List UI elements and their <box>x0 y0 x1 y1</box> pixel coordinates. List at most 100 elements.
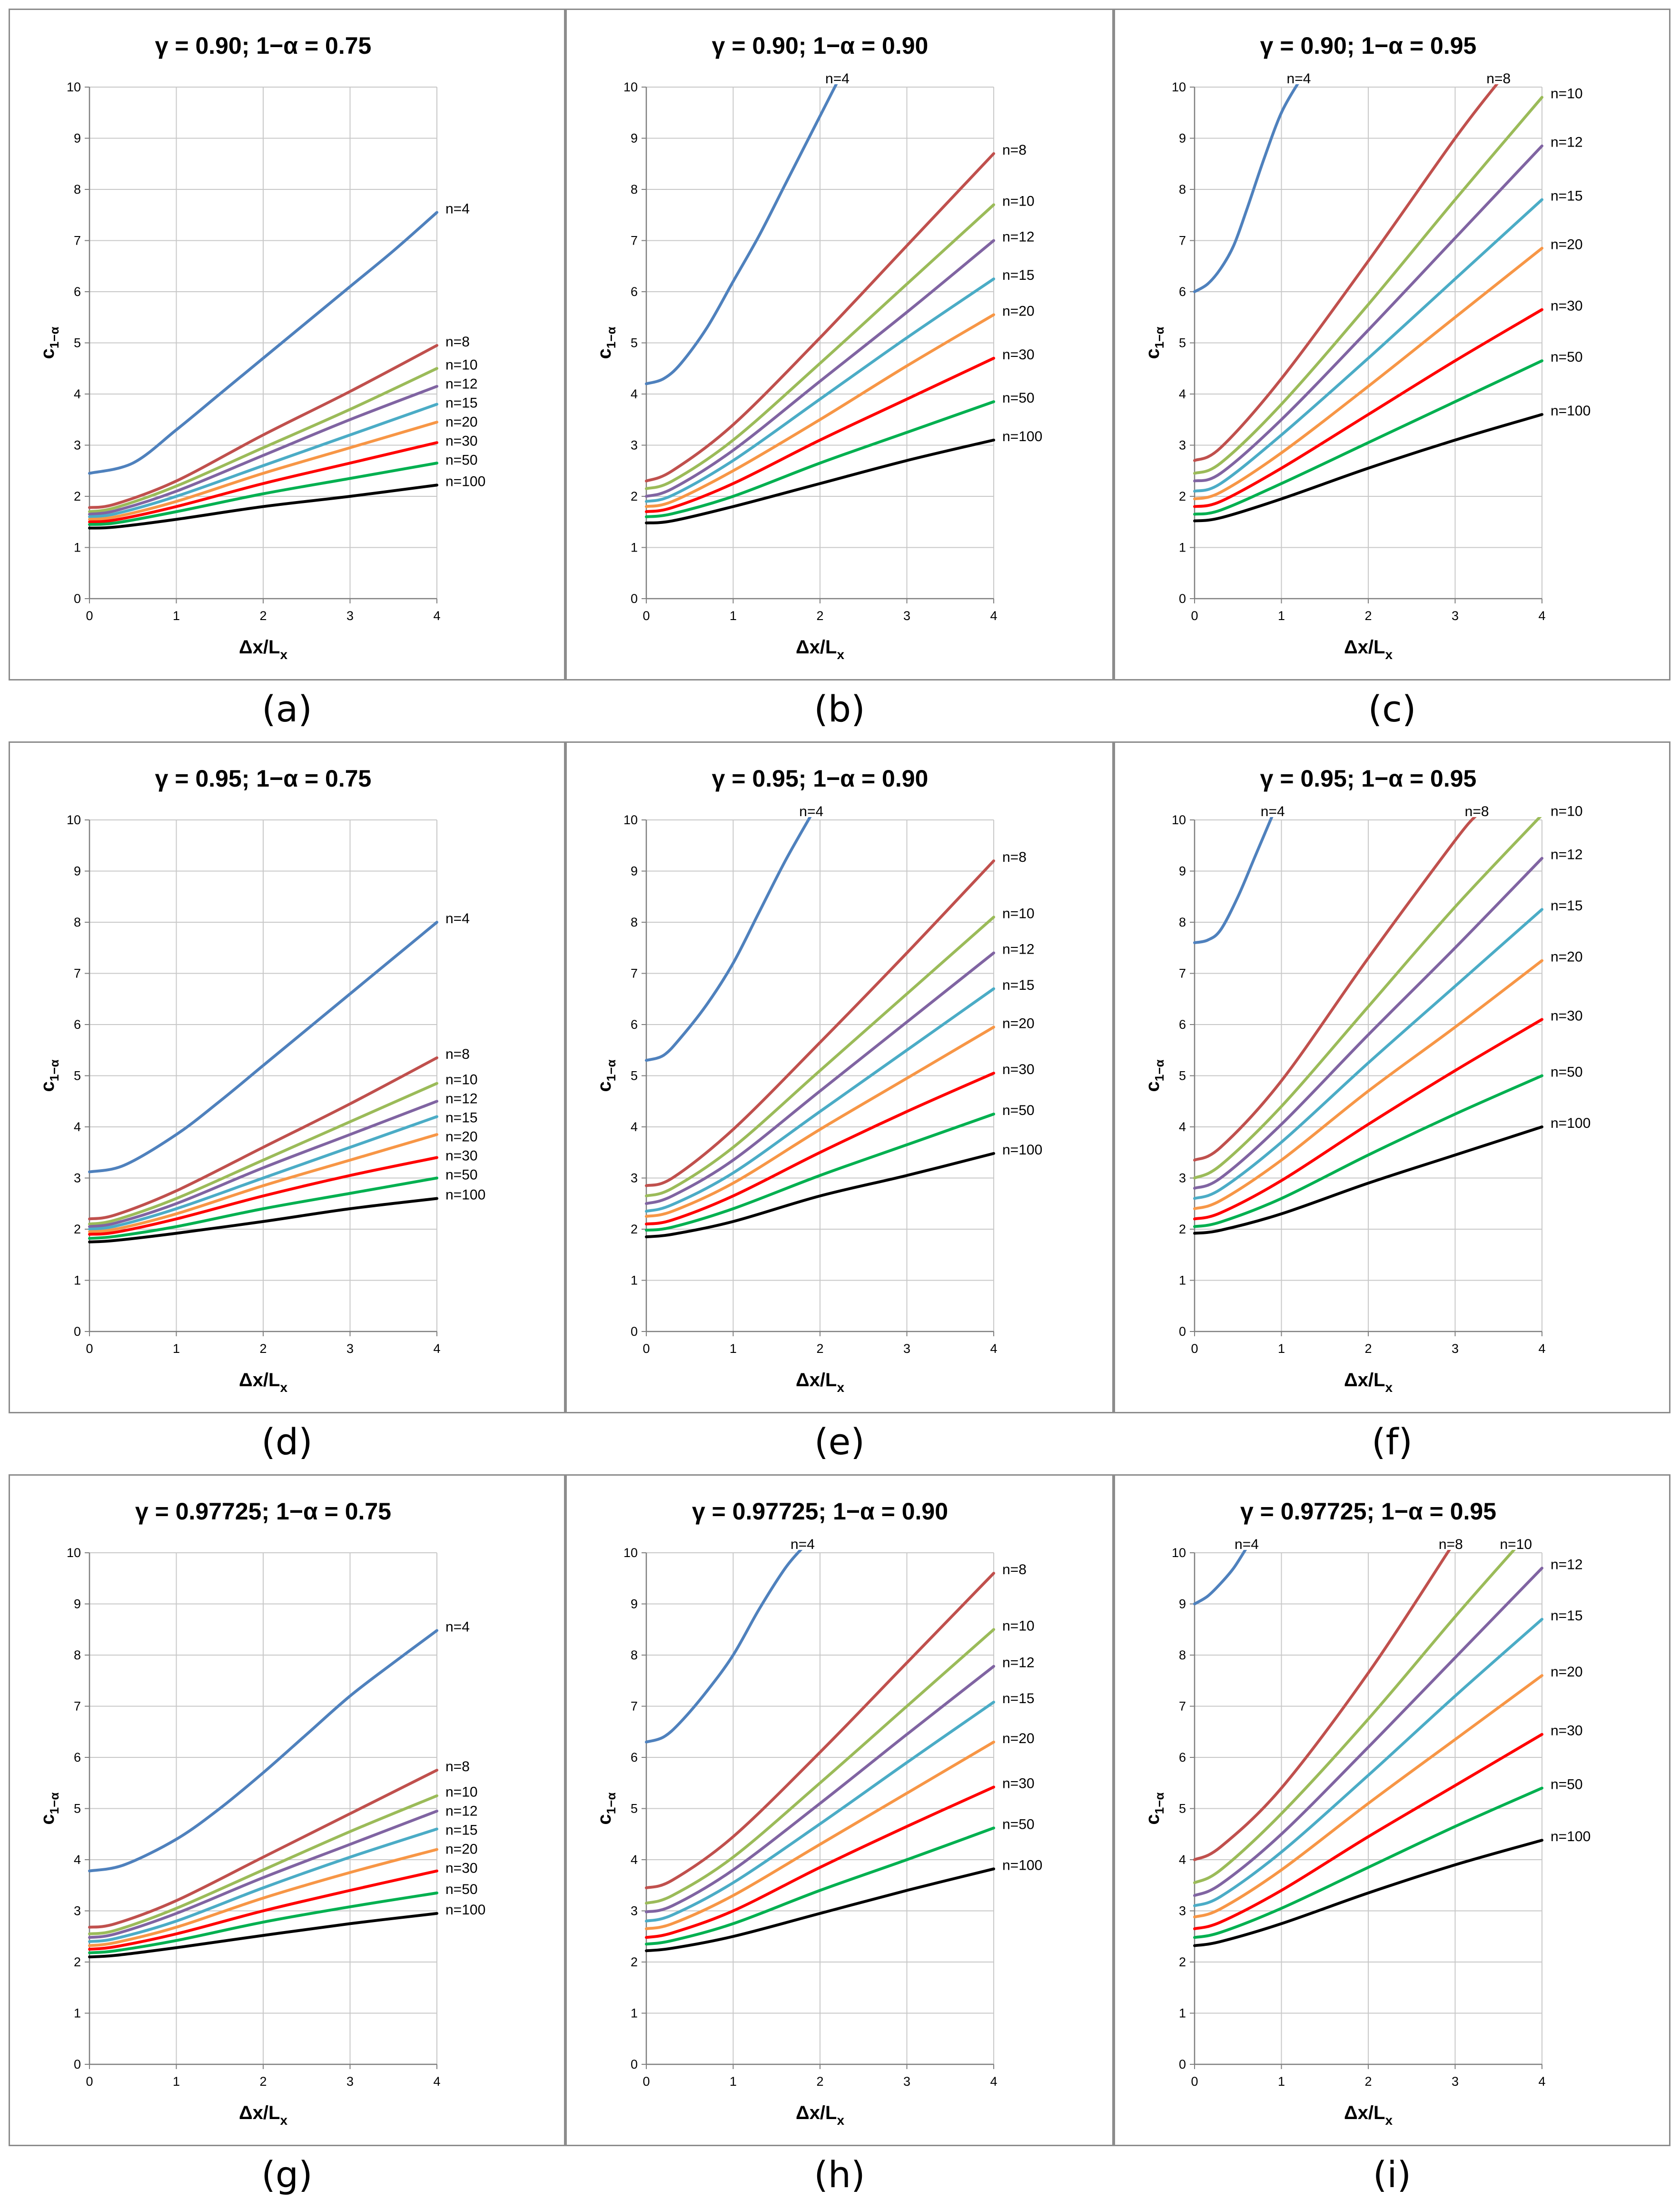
chart-title: γ = 0.97725; 1−α = 0.75 <box>135 1498 391 1525</box>
x-tick-label: 4 <box>433 1341 440 1356</box>
series-line-n-100 <box>645 438 995 524</box>
y-tick-label: 1 <box>74 541 81 555</box>
y-tick-label: 3 <box>1179 1904 1186 1918</box>
y-tick-label: 10 <box>623 80 638 94</box>
series-label: n=4 <box>445 201 470 217</box>
series-label-top: n=4 <box>791 1537 815 1552</box>
y-tick-label: 7 <box>631 1699 638 1714</box>
panel-caption: (i) <box>1373 2153 1412 2196</box>
y-tick-label: 10 <box>1172 1546 1186 1560</box>
y-tick-label: 5 <box>1179 1802 1186 1816</box>
y-tick-label: 5 <box>1179 336 1186 350</box>
series-line-n-10 <box>1193 96 1543 475</box>
y-tick-label: 7 <box>1179 966 1186 981</box>
series-line-n-100 <box>1193 413 1543 523</box>
series-label: n=100 <box>1551 1115 1591 1131</box>
series-label: n=12 <box>1551 847 1583 863</box>
series-group <box>645 1550 995 1952</box>
y-tick-label: 4 <box>631 1853 638 1867</box>
series-line-n-12 <box>645 951 995 1205</box>
series-line-n-12 <box>645 239 995 498</box>
series-group <box>88 211 438 530</box>
x-tick-label: 0 <box>86 1341 93 1356</box>
series-line-n-30 <box>645 1785 995 1939</box>
series-label: n=12 <box>1002 942 1035 957</box>
x-tick-label: 2 <box>816 1341 823 1356</box>
series-label: n=30 <box>1002 1062 1035 1077</box>
series-line-n-10 <box>88 1082 438 1226</box>
series-label: n=15 <box>445 1110 478 1126</box>
series-label: n=100 <box>1002 1142 1042 1158</box>
series-line-n-12 <box>88 1809 438 1939</box>
series-label: n=20 <box>1002 1016 1035 1031</box>
series-label: n=50 <box>1002 1816 1035 1832</box>
series-label: n=8 <box>1002 849 1027 865</box>
series-line-n-12 <box>645 1665 995 1913</box>
series-label: n=4 <box>445 1619 470 1635</box>
series-line-n-100 <box>645 1152 995 1239</box>
panel-caption: (f) <box>1371 1420 1413 1463</box>
panel-border <box>565 741 1114 1413</box>
series-line-n-30 <box>1193 1018 1543 1221</box>
x-tick-label: 4 <box>433 2074 440 2089</box>
x-tick-label: 0 <box>86 609 93 623</box>
series-line-n-4 <box>88 211 438 475</box>
y-axis-label: c1−α <box>594 1793 618 1825</box>
series-line-n-12 <box>1193 1567 1543 1897</box>
series-label: n=15 <box>1551 188 1583 204</box>
series-group <box>645 817 995 1239</box>
series-line-n-8 <box>1193 84 1499 462</box>
series-line-n-50 <box>645 1826 995 1946</box>
y-tick-label: 4 <box>1179 1853 1186 1867</box>
x-tick-label: 2 <box>259 1341 267 1356</box>
y-tick-label: 4 <box>74 387 81 401</box>
panel-border <box>1114 1474 1670 2146</box>
y-tick-label: 1 <box>631 541 638 555</box>
panel-caption: (a) <box>262 688 312 730</box>
series-label: n=30 <box>1551 1723 1583 1739</box>
series-label: n=8 <box>445 334 470 350</box>
series-group <box>1193 1550 1543 1947</box>
series-line-n-15 <box>88 403 438 518</box>
y-tick-label: 9 <box>631 131 638 146</box>
panel-caption: (g) <box>261 2153 313 2196</box>
y-tick-label: 1 <box>1179 541 1186 555</box>
series-label: n=100 <box>1002 429 1042 444</box>
series-label: n=10 <box>1002 193 1035 209</box>
y-tick-label: 7 <box>74 966 81 981</box>
panel-caption: (c) <box>1368 688 1416 730</box>
series-label: n=20 <box>1551 237 1583 253</box>
series-label: n=8 <box>445 1759 470 1775</box>
y-tick-label: 0 <box>1179 2057 1186 2071</box>
y-tick-label: 8 <box>631 182 638 197</box>
series-label: n=20 <box>1551 949 1583 965</box>
series-line-n-50 <box>88 462 438 526</box>
series-line-n-4 <box>645 84 838 385</box>
y-tick-label: 2 <box>1179 1955 1186 1969</box>
series-line-n-20 <box>1193 247 1543 501</box>
y-axis-label: c1−α <box>1142 1793 1166 1825</box>
x-tick-label: 4 <box>1538 1341 1545 1356</box>
x-tick-label: 1 <box>173 2074 180 2089</box>
series-label: n=10 <box>445 1785 478 1800</box>
series-line-n-50 <box>645 400 995 518</box>
chart-panel-h: γ = 0.97725; 1−α = 0.90 0 1 2 3 4 5 6 7 8 9 10 0 1 2 3 4… <box>565 1474 1114 2146</box>
y-tick-label: 9 <box>74 864 81 878</box>
series-label: n=12 <box>1551 135 1583 150</box>
y-tick-label: 9 <box>631 864 638 878</box>
series-line-n-4 <box>645 817 812 1062</box>
y-tick-label: 4 <box>74 1120 81 1134</box>
panel-border <box>9 9 565 680</box>
y-tick-label: 10 <box>67 80 81 94</box>
series-line-n-20 <box>645 313 995 508</box>
series-group <box>1193 817 1543 1235</box>
x-tick-label: 3 <box>1452 2074 1459 2089</box>
y-tick-label: 3 <box>74 1904 81 1918</box>
series-line-n-15 <box>1193 1617 1543 1907</box>
y-tick-label: 0 <box>631 1324 638 1339</box>
series-line-n-50 <box>88 1891 438 1954</box>
y-tick-label: 3 <box>1179 438 1186 453</box>
y-tick-label: 0 <box>631 592 638 606</box>
